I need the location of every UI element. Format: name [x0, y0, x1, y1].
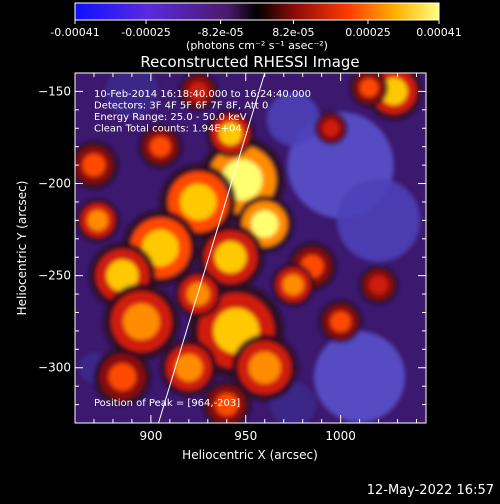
y-tick-label: −250	[38, 269, 71, 283]
colorbar-tick-label: -0.00041	[50, 26, 99, 39]
colorbar-unit-label: (photons cm⁻² s⁻¹ asec⁻²)	[186, 39, 328, 52]
hot-region-core	[180, 183, 217, 221]
hot-region-core	[282, 274, 304, 296]
y-tick-label: −300	[38, 361, 71, 375]
cold-region	[105, 73, 159, 118]
y-tick-label: −200	[38, 177, 71, 191]
hot-region-core	[189, 82, 208, 101]
annotation-block: 10-Feb-2014 16:18:40.000 to 16:24:40.000…	[94, 89, 311, 135]
hot-region-core	[323, 120, 340, 137]
hot-region-core	[369, 275, 388, 294]
hot-region-core	[219, 122, 242, 146]
colorbar-tick-label: 0.00025	[345, 26, 391, 39]
hot-region-core	[175, 354, 203, 382]
hot-region-core	[108, 363, 137, 391]
limb-line	[158, 73, 266, 423]
x-tick-label: 950	[234, 429, 257, 443]
x-axis-label: Heliocentric X (arcsec)	[182, 448, 318, 462]
hot-region-core	[248, 351, 281, 384]
cold-region	[336, 178, 421, 263]
plot-frame	[74, 72, 427, 424]
colorbar	[74, 2, 440, 21]
cold-region	[266, 92, 320, 146]
colorbar-ticks: -0.00041 -0.00025 -8.2e-05 8.2e-05 0.00025 0.…	[50, 20, 462, 39]
annotation-line: 10-Feb-2014 16:18:40.000 to 16:24:40.000	[94, 89, 311, 100]
cold-region	[314, 331, 406, 423]
colorbar-tick-label: -8.2e-05	[197, 26, 243, 39]
peak-position-label: Position of Peak = [964,-203]	[94, 398, 240, 409]
colorbar-tick-label: 0.00041	[416, 26, 462, 39]
hot-region-core	[142, 229, 179, 267]
hot-region-core	[150, 136, 171, 157]
axis-ticks: 900 950 1000 −150 −200 −250 −300	[38, 72, 426, 443]
heatmap-regions	[75, 73, 423, 423]
hot-region-core	[186, 282, 210, 306]
colorbar-tick-label: -0.00025	[121, 26, 170, 39]
hot-region-core	[215, 393, 239, 416]
x-tick-label: 900	[139, 429, 162, 443]
hot-region-core	[251, 210, 279, 238]
heatmap-plot	[75, 73, 426, 423]
hot-region-core	[87, 210, 109, 231]
annotation-line: Energy Range: 25.0 - 50.0 keV	[94, 112, 247, 123]
hot-region-core	[214, 241, 247, 274]
y-tick-label: −150	[38, 84, 71, 98]
x-tick-label: 1000	[325, 429, 356, 443]
hot-region-core	[330, 311, 351, 332]
hot-region-core	[359, 78, 379, 97]
hot-region-core	[82, 153, 106, 177]
hot-region-core	[106, 259, 139, 292]
colorbar-tick-label: 8.2e-05	[272, 26, 314, 39]
footer-date: 12-May-2022 16:57	[367, 483, 494, 498]
annotation-line: Detectors: 3F 4F 5F 6F 7F 8F, Att 0	[94, 101, 268, 112]
hot-region-core	[123, 303, 160, 340]
chart-title: Reconstructed RHESSI Image	[140, 53, 359, 71]
annotation-line: Clean Total counts: 1.94E+04	[94, 124, 242, 135]
region-layer	[75, 73, 423, 423]
y-axis-label: Heliocentric Y (arcsec)	[15, 181, 29, 316]
